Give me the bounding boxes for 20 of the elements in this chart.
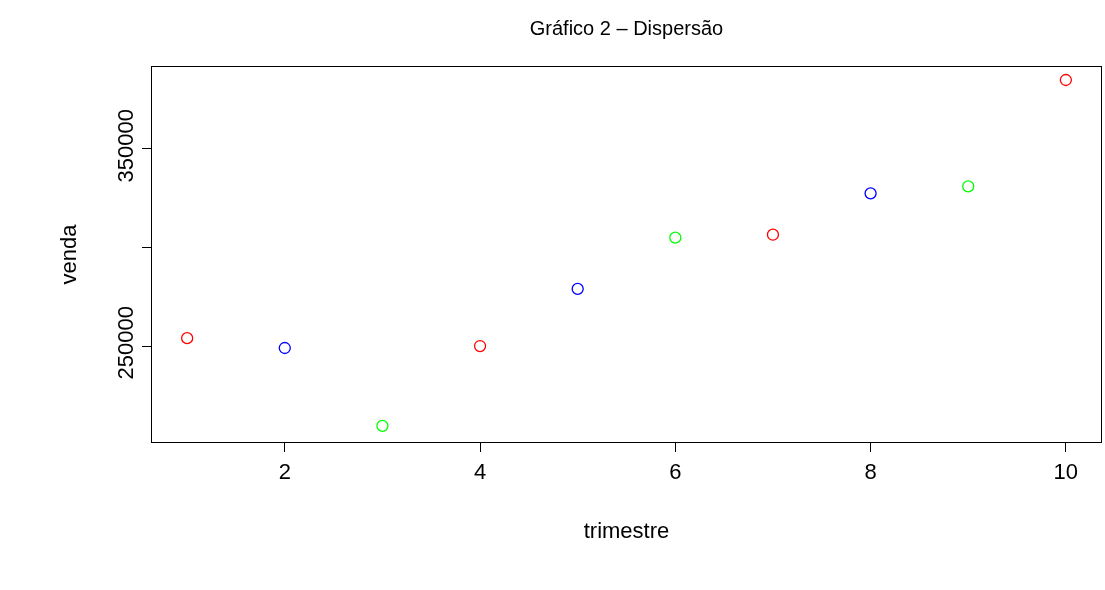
point [864, 187, 877, 200]
point [278, 341, 291, 355]
y-tick-label: 250000 [113, 306, 139, 380]
x-tick-label: 4 [473, 458, 487, 484]
y-axis-title: venda [55, 223, 81, 285]
point [181, 332, 194, 345]
point [962, 180, 975, 193]
point [376, 419, 389, 432]
point [1059, 73, 1072, 87]
point [473, 339, 487, 353]
x-axis-title: trimestre [583, 518, 670, 544]
y-tick-label: 350000 [113, 108, 139, 183]
x-tick-label: 6 [669, 458, 682, 484]
chart-title: Gráfico 2 – Dispersão [529, 16, 724, 39]
x-tick-label: 2 [278, 458, 291, 484]
point [571, 282, 584, 296]
x-tick-label: 8 [864, 458, 877, 484]
point [766, 228, 780, 241]
point [669, 231, 682, 244]
x-tick-label: 10 [1053, 458, 1079, 484]
